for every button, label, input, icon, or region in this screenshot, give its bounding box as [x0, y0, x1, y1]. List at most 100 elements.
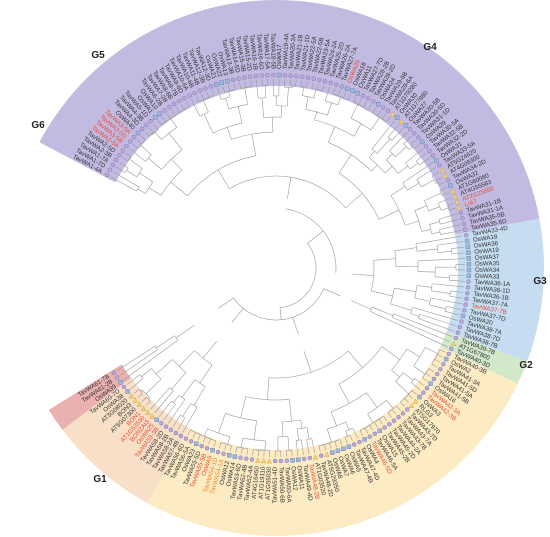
tree-branch: [141, 368, 152, 377]
tree-branch: [201, 94, 205, 100]
tree-branch: [337, 96, 342, 106]
tree-branch: [264, 85, 267, 98]
tree-branch: [409, 162, 419, 170]
tree-branch: [422, 377, 428, 382]
tree-branch: [182, 407, 198, 433]
tree-branch: [384, 166, 393, 174]
tree-branch: [332, 88, 336, 95]
tree-branch: [438, 181, 445, 186]
tree-branch: [369, 425, 374, 431]
tree-branch: [326, 429, 332, 443]
tree-branch: [163, 113, 178, 124]
leaf-label: OsWA11: [295, 465, 305, 490]
tree-branch: [125, 152, 131, 157]
tree-branch: [387, 412, 392, 418]
leaf-marker-circle: [144, 122, 149, 128]
leaf-marker-circle: [317, 77, 322, 83]
tree-branch: [120, 349, 158, 376]
leaf-marker-square: [335, 448, 341, 453]
tree-branch: [228, 85, 231, 91]
tree-branch: [182, 403, 192, 417]
tree-branch: [190, 98, 201, 117]
tree-branch: [325, 86, 330, 101]
tree-branch: [291, 450, 293, 457]
tree-branch: [126, 170, 137, 178]
tree-branch: [412, 307, 458, 321]
leaf-marker-circle: [113, 157, 119, 163]
leaf-label: TavWA17-5A: [262, 33, 271, 70]
leaf-label: OsWA34: [475, 267, 500, 274]
tree-branch: [419, 313, 457, 327]
tree-branch: [431, 283, 433, 291]
tree-branch: [378, 419, 383, 425]
group-band-g6: [48, 364, 131, 430]
leaf-label: Lr67: [464, 198, 478, 209]
tree-branch: [367, 413, 374, 424]
tree-branch: [386, 400, 394, 409]
leaf-marker-circle: [249, 457, 255, 462]
tree-branch: [217, 169, 230, 189]
tree-branch: [435, 349, 441, 359]
tree-branch: [130, 378, 144, 390]
tree-branch: [146, 400, 151, 406]
leaf-marker-circle: [300, 74, 305, 79]
tree-branch: [435, 182, 438, 184]
tree-branch: [322, 85, 325, 92]
tree-branch: [397, 165, 408, 174]
leaf-marker-circle: [328, 80, 333, 86]
tree-branch: [411, 382, 421, 391]
leaf-marker-circle: [294, 73, 299, 79]
leaf-marker-triangle: [140, 405, 147, 411]
leaf-marker-circle: [449, 346, 454, 351]
leaf-label: TavWA50-6A: [283, 467, 292, 504]
leaf-label: OsWA12: [289, 466, 298, 492]
tree-branch: [202, 99, 209, 113]
leaf-marker-square: [350, 88, 355, 93]
tree-branch: [229, 175, 346, 209]
tree-branch: [145, 379, 162, 395]
leaf-marker-square: [194, 441, 199, 446]
tree-branch: [410, 140, 416, 145]
leaf-label: OsWA17: [276, 44, 283, 69]
leaf-label: TavWA50-6B: [278, 467, 286, 503]
tree-branch: [237, 106, 243, 124]
tree-branch: [306, 81, 308, 88]
leaf-marker-square: [135, 130, 141, 136]
tree-branch: [437, 354, 443, 358]
tree-branch: [371, 120, 395, 150]
leaf-marker-circle: [465, 290, 470, 296]
leaf-marker-circle: [230, 77, 236, 83]
tree-branch: [371, 148, 378, 154]
leaf-marker-circle: [462, 227, 468, 232]
leaf-marker-circle: [182, 95, 187, 101]
leaf-marker-square: [466, 250, 471, 255]
leaf-marker-circle: [117, 153, 122, 158]
tree-branch: [175, 325, 195, 339]
leaf-label: TavWA16-6D: [255, 33, 265, 70]
leaf-marker-square: [214, 82, 219, 87]
leaf-marker-circle: [131, 135, 137, 140]
leaf-marker-triangle: [266, 458, 273, 464]
tree-branch: [155, 359, 173, 375]
tree-branch: [196, 96, 200, 103]
tree-branch: [421, 179, 435, 188]
tree-branch: [344, 435, 351, 438]
leaf-marker-circle: [244, 456, 249, 461]
leaf-marker-circle: [187, 93, 192, 98]
leaf-label: TavWA21-1B: [294, 34, 305, 70]
tree-branch: [436, 176, 442, 181]
tree-branch: [170, 118, 178, 128]
tree-branch: [197, 434, 201, 441]
tree-branch: [224, 444, 227, 450]
leaf-marker-circle: [124, 143, 129, 149]
tree-branch: [395, 146, 407, 157]
tree-branch: [148, 397, 151, 400]
tree-branch: [128, 158, 143, 169]
tree-branch: [347, 350, 363, 368]
tree-branch: [279, 307, 282, 320]
tree-branch: [202, 436, 206, 443]
leaf-marker-circle: [221, 451, 226, 456]
tree-branch: [140, 144, 152, 156]
leaf-marker-square: [403, 123, 409, 128]
leaf-marker-circle: [183, 436, 189, 441]
